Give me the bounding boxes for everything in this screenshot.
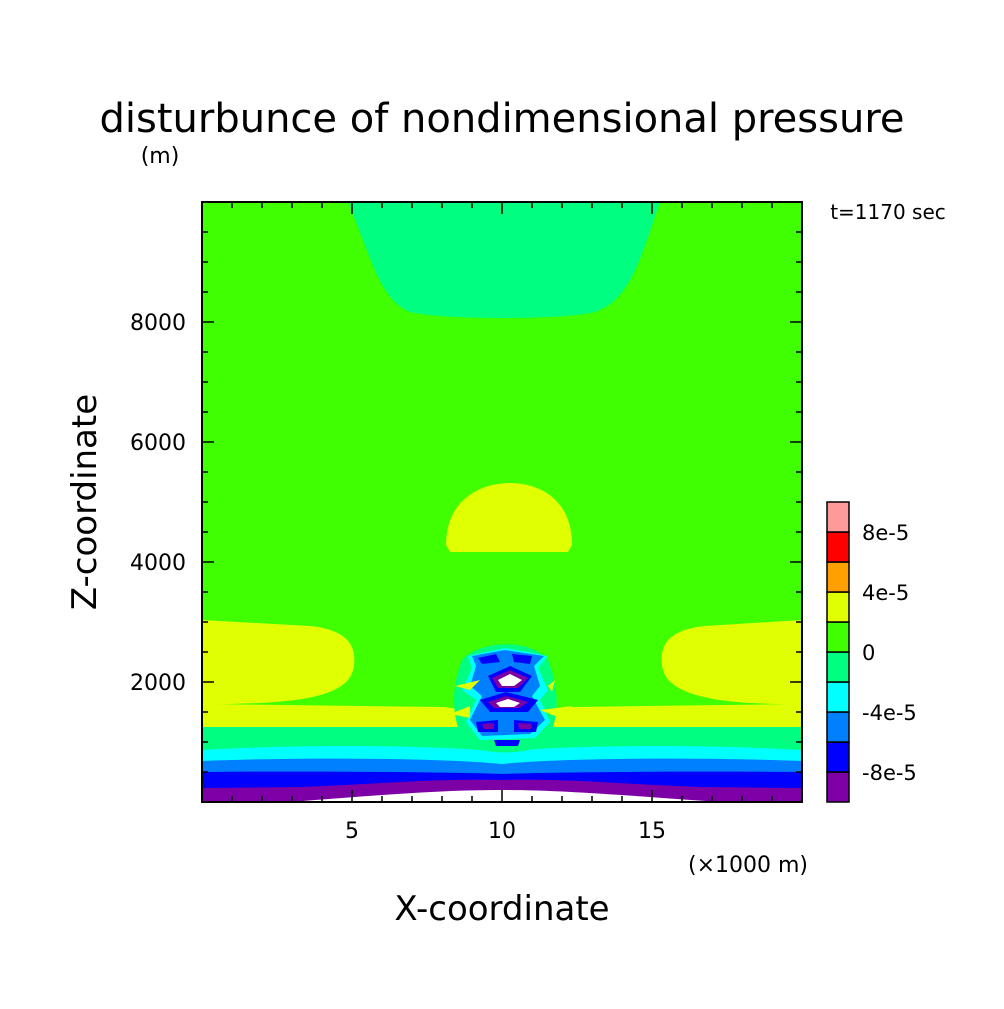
colorbar-tick-label: -8e-5 <box>862 761 917 785</box>
colorbar-tick-label: 8e-5 <box>862 521 909 545</box>
chart-title: disturbunce of nondimensional pressure <box>100 96 905 142</box>
y-tick-label: 2000 <box>130 671 186 696</box>
x-tick-label: 15 <box>638 819 666 844</box>
field-mid-blob <box>446 483 572 552</box>
colorbar-swatch <box>826 741 850 773</box>
colorbar: -8e-5 -4e-5 0 4e-5 8e-5 <box>826 501 917 803</box>
central-disturbance <box>450 644 572 753</box>
colorbar-tick-label: -4e-5 <box>862 701 917 725</box>
time-label: t=1170 sec <box>830 200 946 224</box>
colorbar-swatch <box>826 651 850 683</box>
x-tick-label: 10 <box>488 819 516 844</box>
colorbar-tick-label: 4e-5 <box>862 581 909 605</box>
field-left-lobe <box>202 620 355 705</box>
y-tick-label: 4000 <box>130 551 186 576</box>
y-tick-label: 6000 <box>130 431 186 456</box>
colorbar-swatch <box>826 501 850 533</box>
plot-area <box>202 202 802 802</box>
colorbar-swatch <box>826 531 850 563</box>
field-upper-lobe <box>348 202 660 318</box>
colorbar-swatch <box>826 621 850 653</box>
colorbar-swatch <box>826 771 850 803</box>
colorbar-tick-label: 0 <box>862 641 875 665</box>
y-tick-label: 8000 <box>130 311 186 336</box>
colorbar-swatch <box>826 711 850 743</box>
colorbar-swatch <box>826 561 850 593</box>
x-axis-title: X-coordinate <box>394 889 609 929</box>
x-tick-label: 5 <box>345 819 359 844</box>
x-unit-label: (×1000 m) <box>688 853 808 878</box>
y-unit-label: (m) <box>141 144 180 169</box>
colorbar-swatch <box>826 591 850 623</box>
colorbar-swatch <box>826 681 850 713</box>
y-axis-title: Z-coordinate <box>65 394 105 610</box>
axes: 5 10 15 2000 4000 6000 8000 <box>130 202 802 844</box>
band-below-min <box>290 790 720 802</box>
field-right-lobe <box>661 620 802 705</box>
